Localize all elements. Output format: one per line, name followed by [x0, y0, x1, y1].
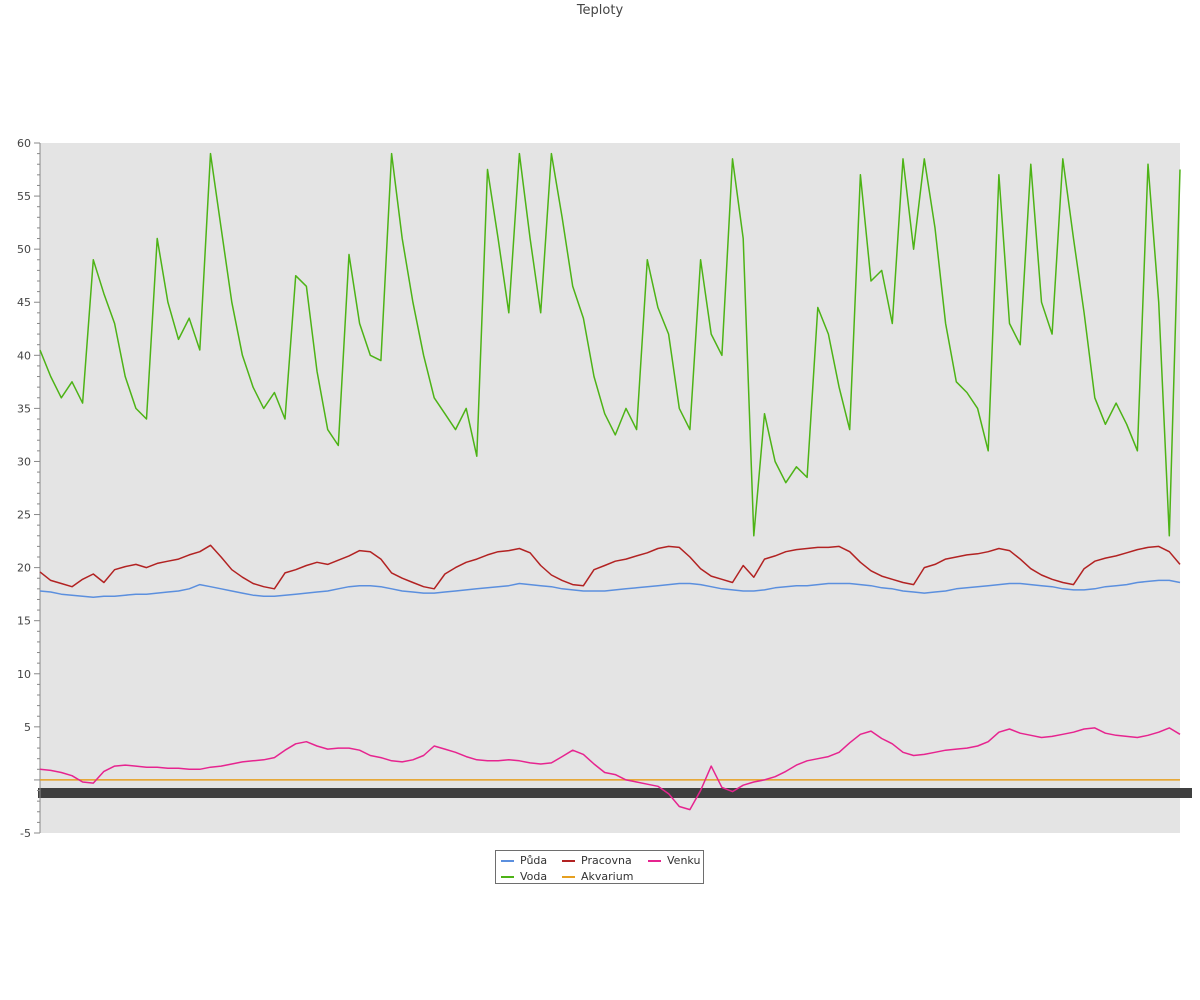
- legend-label-puda: Půda: [520, 854, 548, 867]
- y-tick-label: 20: [17, 562, 31, 575]
- y-tick-label: 25: [17, 509, 31, 522]
- y-tick-label: -5: [20, 827, 31, 840]
- legend-item-puda: Půda: [501, 854, 547, 867]
- series-line-pracovna: [39, 544, 1181, 590]
- x-axis-band: [38, 788, 1192, 798]
- legend: Půda Pracovna Venku Voda Akvarium: [495, 850, 704, 884]
- series-line-voda: [39, 152, 1181, 537]
- y-axis-ticks: -5 5 10 15 20 25 30 35 40 45 50 55 60: [17, 137, 40, 840]
- legend-label-akvarium: Akvarium: [581, 870, 634, 883]
- legend-label-voda: Voda: [520, 870, 548, 883]
- series-line-puda: [39, 579, 1181, 599]
- legend-label-venku: Venku: [667, 854, 701, 867]
- legend-swatch-voda: [501, 875, 514, 878]
- series-line-venku: [39, 727, 1181, 811]
- y-tick-label: 40: [17, 349, 31, 362]
- chart-title: Teploty: [576, 3, 624, 18]
- legend-item-pracovna: Pracovna: [562, 854, 632, 867]
- y-tick-label: 30: [17, 455, 31, 468]
- legend-swatch-puda: [501, 859, 514, 862]
- legend-item-akvarium: Akvarium: [562, 870, 633, 883]
- y-tick-label: 50: [17, 243, 31, 256]
- y-tick-label: 15: [17, 615, 31, 628]
- plot-area: [40, 143, 1180, 833]
- x-axis-tick-labels: [38, 788, 1192, 798]
- legend-swatch-akvarium: [562, 875, 575, 878]
- y-tick-label: 45: [17, 296, 31, 309]
- y-tick-label: 55: [17, 190, 31, 203]
- y-tick-label: 10: [17, 668, 31, 681]
- y-tick-label: 5: [24, 721, 31, 734]
- legend-swatch-pracovna: [562, 859, 575, 862]
- y-tick-label: 35: [17, 402, 31, 415]
- legend-swatch-venku: [648, 859, 661, 862]
- legend-item-voda: Voda: [501, 870, 547, 883]
- legend-label-pracovna: Pracovna: [581, 854, 632, 867]
- series-layer: [39, 152, 1181, 811]
- y-tick-label: 60: [17, 137, 31, 150]
- legend-item-venku: Venku: [648, 854, 700, 867]
